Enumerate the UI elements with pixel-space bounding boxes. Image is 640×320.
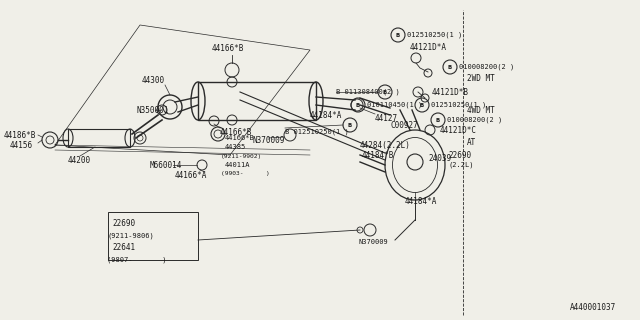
Text: A440001037: A440001037 <box>570 303 616 313</box>
Text: 22690: 22690 <box>448 150 471 159</box>
Text: 4WD MT: 4WD MT <box>467 106 495 115</box>
Text: 44011A: 44011A <box>225 162 250 168</box>
Text: 24039: 24039 <box>428 154 451 163</box>
Text: N370009: N370009 <box>358 239 388 245</box>
Text: (9903-      ): (9903- ) <box>221 171 269 175</box>
Text: AT: AT <box>467 138 476 147</box>
Text: 44184*B: 44184*B <box>362 150 394 159</box>
Text: N370009: N370009 <box>252 135 284 145</box>
Text: 44184*A: 44184*A <box>310 110 342 119</box>
Text: B: B <box>420 102 424 108</box>
Bar <box>68 129 130 147</box>
Text: 44121D*C: 44121D*C <box>440 125 477 134</box>
Text: 22690: 22690 <box>112 220 135 228</box>
Text: (9807-       ): (9807- ) <box>107 257 166 263</box>
Text: N350001: N350001 <box>136 106 168 115</box>
Text: 44184*A: 44184*A <box>405 197 437 206</box>
Text: 44127: 44127 <box>375 114 398 123</box>
Text: 44300: 44300 <box>142 76 165 84</box>
Text: 22641: 22641 <box>112 244 135 252</box>
Text: 010008200(2 ): 010008200(2 ) <box>459 64 515 70</box>
Text: (9211-9902): (9211-9902) <box>221 154 262 158</box>
Text: 44166*B: 44166*B <box>225 135 255 141</box>
Text: B: B <box>348 123 352 127</box>
Text: 010008200(2 ): 010008200(2 ) <box>447 117 502 123</box>
Text: B: B <box>436 117 440 123</box>
Text: 44121D*A: 44121D*A <box>410 43 447 52</box>
Text: 012510250(1 ): 012510250(1 ) <box>431 102 486 108</box>
Text: 44166*B: 44166*B <box>220 127 252 137</box>
Text: C00927: C00927 <box>390 121 418 130</box>
Text: 2WD MT: 2WD MT <box>467 74 495 83</box>
Text: B: B <box>383 90 387 94</box>
Text: 44156: 44156 <box>10 140 33 149</box>
Text: B: B <box>356 102 360 108</box>
Text: 44284(2.2L): 44284(2.2L) <box>360 140 411 149</box>
Text: 44166*A: 44166*A <box>175 171 207 180</box>
Text: (2.2L): (2.2L) <box>448 162 474 168</box>
Text: 012510250(1 ): 012510250(1 ) <box>407 32 462 38</box>
Text: 010110450(1 ): 010110450(1 ) <box>367 102 422 108</box>
Text: B 011308400(2 ): B 011308400(2 ) <box>336 89 400 95</box>
Bar <box>108 212 198 260</box>
Text: 44186*B: 44186*B <box>4 131 36 140</box>
Text: B 012510250(1 ): B 012510250(1 ) <box>285 129 349 135</box>
Text: 44385: 44385 <box>225 144 246 150</box>
Text: 44166*B: 44166*B <box>212 44 244 52</box>
Text: B: B <box>396 33 400 37</box>
Text: (9211-9806): (9211-9806) <box>107 233 154 239</box>
Text: 44121D*B: 44121D*B <box>432 87 469 97</box>
Bar <box>198 82 316 120</box>
Text: B: B <box>448 65 452 69</box>
Text: 44200: 44200 <box>68 156 91 164</box>
Text: M660014: M660014 <box>150 161 182 170</box>
